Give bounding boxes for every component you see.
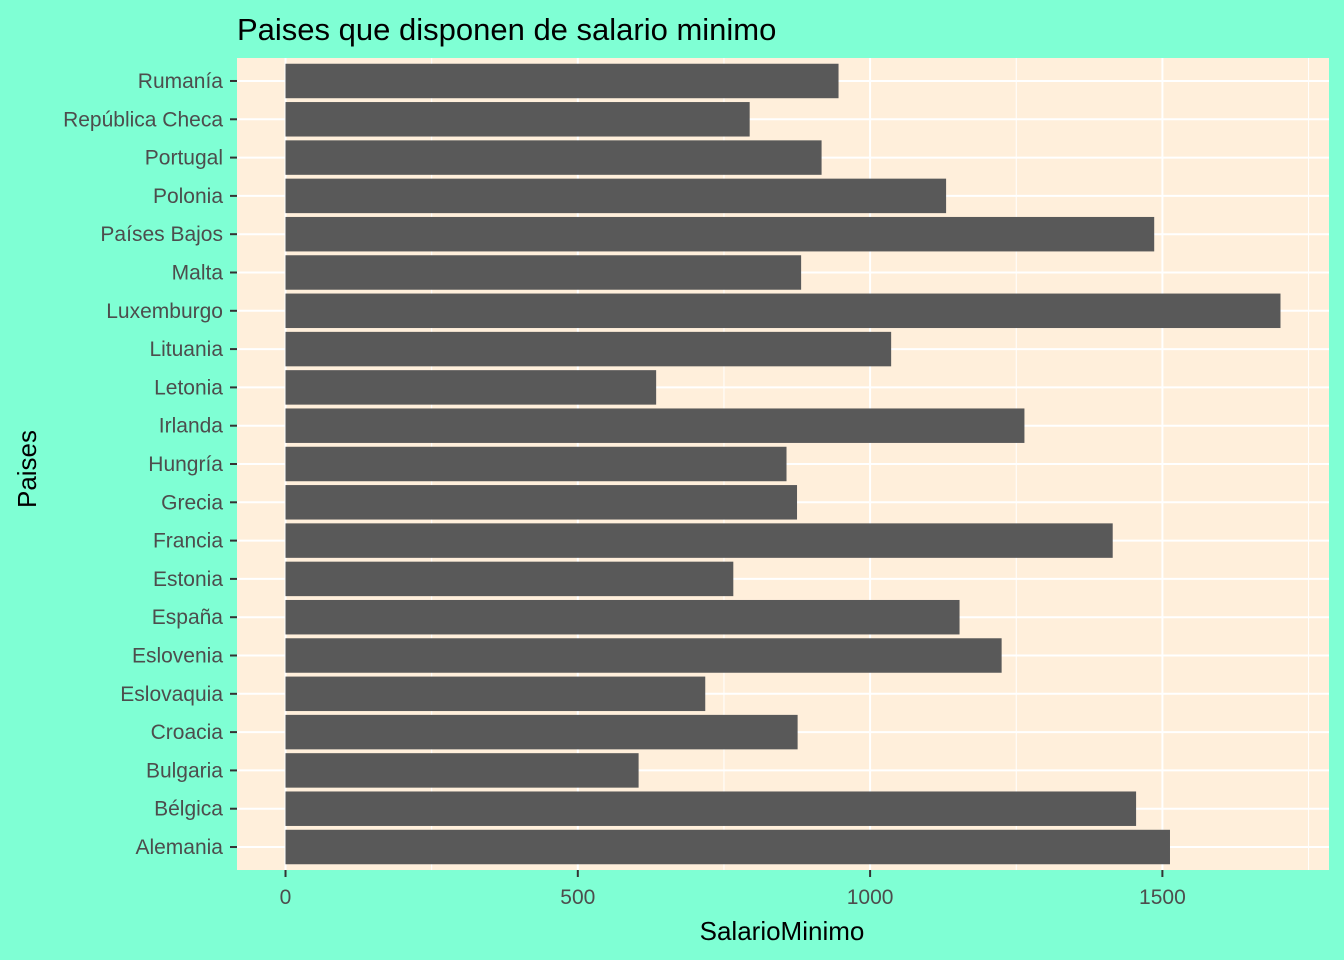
y-tick-label: Estonia bbox=[153, 568, 223, 591]
y-tick-label: Países Bajos bbox=[100, 223, 223, 246]
y-tick-label: Eslovaquia bbox=[120, 683, 223, 706]
bar bbox=[285, 293, 1281, 329]
y-tick-label: Grecia bbox=[161, 491, 223, 514]
bar bbox=[285, 753, 639, 788]
bar bbox=[285, 446, 787, 482]
bar bbox=[285, 178, 947, 214]
bar bbox=[285, 102, 750, 137]
y-tick-label: Luxemburgo bbox=[106, 300, 223, 323]
x-axis-title: SalarioMinimo bbox=[700, 916, 865, 946]
y-tick-label: Francia bbox=[153, 530, 223, 553]
y-tick-label: Malta bbox=[172, 261, 224, 284]
bar bbox=[285, 714, 798, 750]
bar bbox=[285, 829, 1170, 865]
bar bbox=[285, 370, 657, 405]
bar bbox=[285, 638, 1002, 673]
bar bbox=[285, 255, 802, 290]
y-tick-label: Portugal bbox=[145, 147, 223, 170]
bar bbox=[285, 216, 1155, 252]
bar bbox=[285, 523, 1113, 558]
x-tick-label: 0 bbox=[280, 886, 292, 909]
y-tick-label: Hungría bbox=[148, 453, 223, 476]
y-tick-label: Lituania bbox=[149, 338, 223, 361]
bar bbox=[285, 63, 839, 99]
y-tick-label: Bélgica bbox=[154, 798, 223, 821]
bar bbox=[285, 599, 960, 635]
x-tick-label: 1000 bbox=[847, 886, 894, 909]
y-tick-label: Irlanda bbox=[159, 415, 224, 438]
bar bbox=[285, 561, 734, 597]
y-tick-label: Alemania bbox=[135, 836, 223, 859]
bar bbox=[285, 791, 1137, 826]
y-tick-label: España bbox=[152, 606, 224, 629]
x-tick-label: 1500 bbox=[1139, 886, 1186, 909]
y-tick-label: Bulgaria bbox=[146, 759, 223, 782]
bars bbox=[285, 63, 1281, 865]
y-tick-label: Croacia bbox=[151, 721, 224, 744]
y-tick-label: Rumanía bbox=[138, 70, 224, 93]
y-tick-label: Letonia bbox=[154, 376, 223, 399]
bar bbox=[285, 408, 1025, 443]
x-tick-label: 500 bbox=[560, 886, 595, 909]
x-axis: 0 500 1000 1500 bbox=[280, 870, 1186, 909]
chart-title: Paises que disponen de salario minimo bbox=[237, 12, 776, 47]
bar bbox=[285, 676, 706, 712]
bar bbox=[285, 485, 798, 520]
bar bbox=[285, 140, 822, 175]
y-tick-label: Polonia bbox=[153, 185, 223, 208]
y-axis: Rumanía República Checa Portugal Polonia Paí… bbox=[63, 70, 237, 859]
y-tick-label: Eslovenia bbox=[132, 645, 223, 668]
y-axis-title: Paises bbox=[12, 430, 42, 508]
y-tick-label: República Checa bbox=[63, 108, 223, 131]
bar bbox=[285, 331, 892, 367]
